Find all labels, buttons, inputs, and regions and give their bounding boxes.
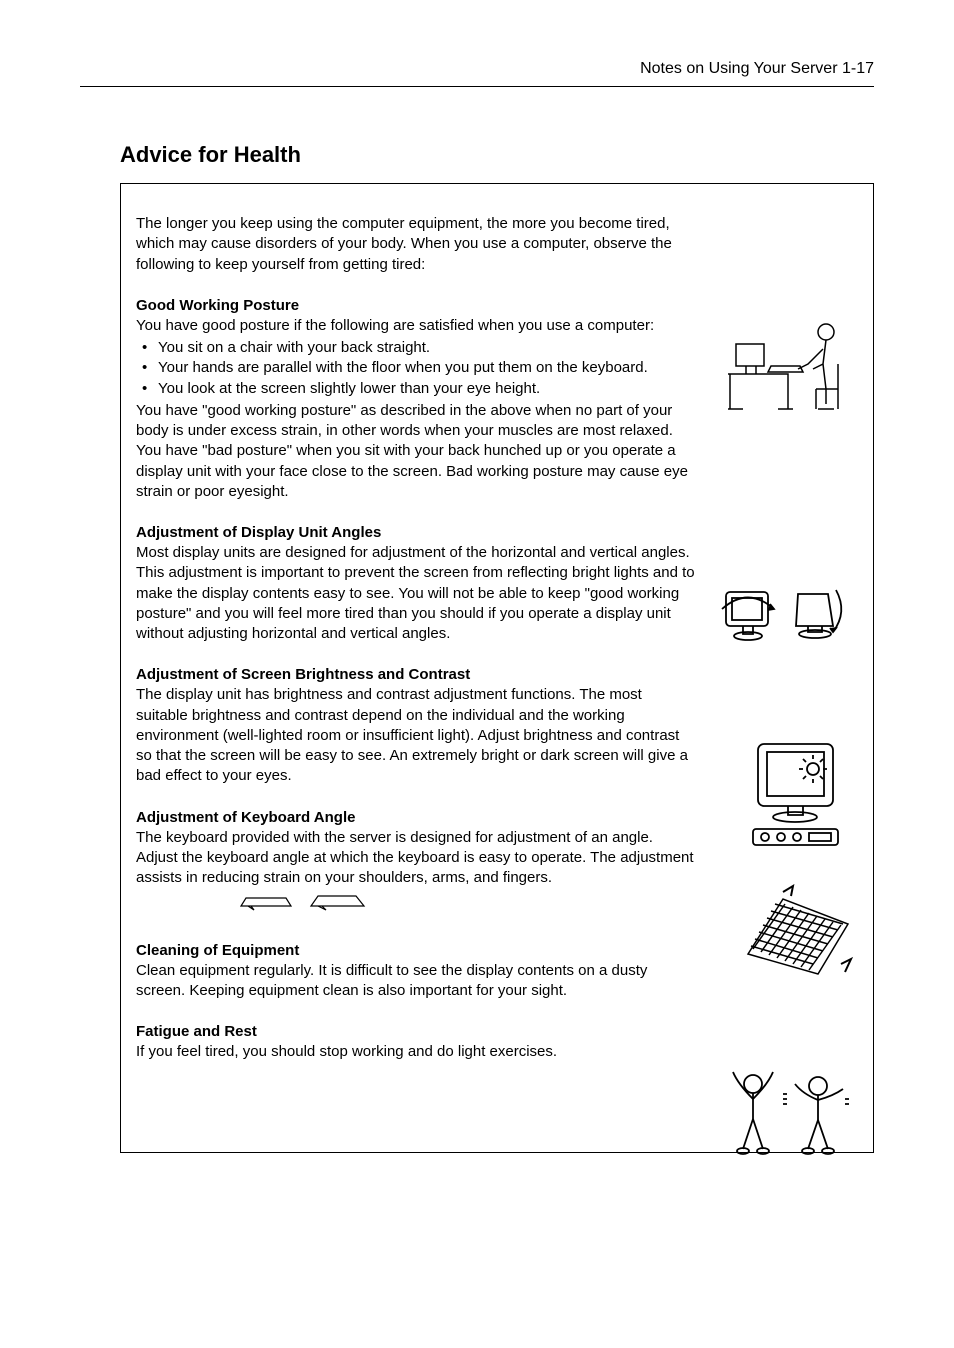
exercise-icon: [723, 1064, 853, 1164]
section-text: Clean equipment regularly. It is difficu…: [136, 961, 696, 1002]
monitor-angles-icon: [718, 584, 858, 649]
list-item: You sit on a chair with your back straig…: [136, 338, 676, 358]
section-text: Most display units are designed for adju…: [136, 543, 696, 644]
section-title: Good Working Posture: [136, 297, 858, 314]
list-item: You look at the screen slightly lower th…: [136, 379, 676, 399]
list-item: Your hands are parallel with the floor w…: [136, 358, 676, 378]
monitor-brightness-icon: [743, 739, 848, 854]
intro-paragraph: The longer you keep using the computer e…: [136, 214, 696, 275]
section-title: Adjustment of Screen Brightness and Cont…: [136, 666, 858, 683]
section-title: Adjustment of Display Unit Angles: [136, 524, 858, 541]
section-title: Fatigue and Rest: [136, 1023, 858, 1040]
keyboard-side-icon: [236, 888, 376, 919]
section-para: You have "bad posture" when you sit with…: [136, 441, 696, 502]
keyboard-icon: [733, 884, 858, 984]
page-title: Advice for Health: [120, 142, 874, 168]
header-text: Notes on Using Your Server 1-17: [640, 60, 874, 77]
content-box: The longer you keep using the computer e…: [120, 183, 874, 1153]
page-header: Notes on Using Your Server 1-17: [80, 60, 874, 87]
section-text: If you feel tired, you should stop worki…: [136, 1042, 696, 1062]
section-text: The display unit has brightness and cont…: [136, 685, 696, 786]
section-rest: Fatigue and Rest If you feel tired, you …: [136, 1023, 858, 1062]
section-para: You have "good working posture" as descr…: [136, 401, 696, 442]
section-lead: You have good posture if the following a…: [136, 316, 696, 336]
posture-icon: [718, 314, 858, 419]
section-text: The keyboard provided with the server is…: [136, 828, 696, 920]
